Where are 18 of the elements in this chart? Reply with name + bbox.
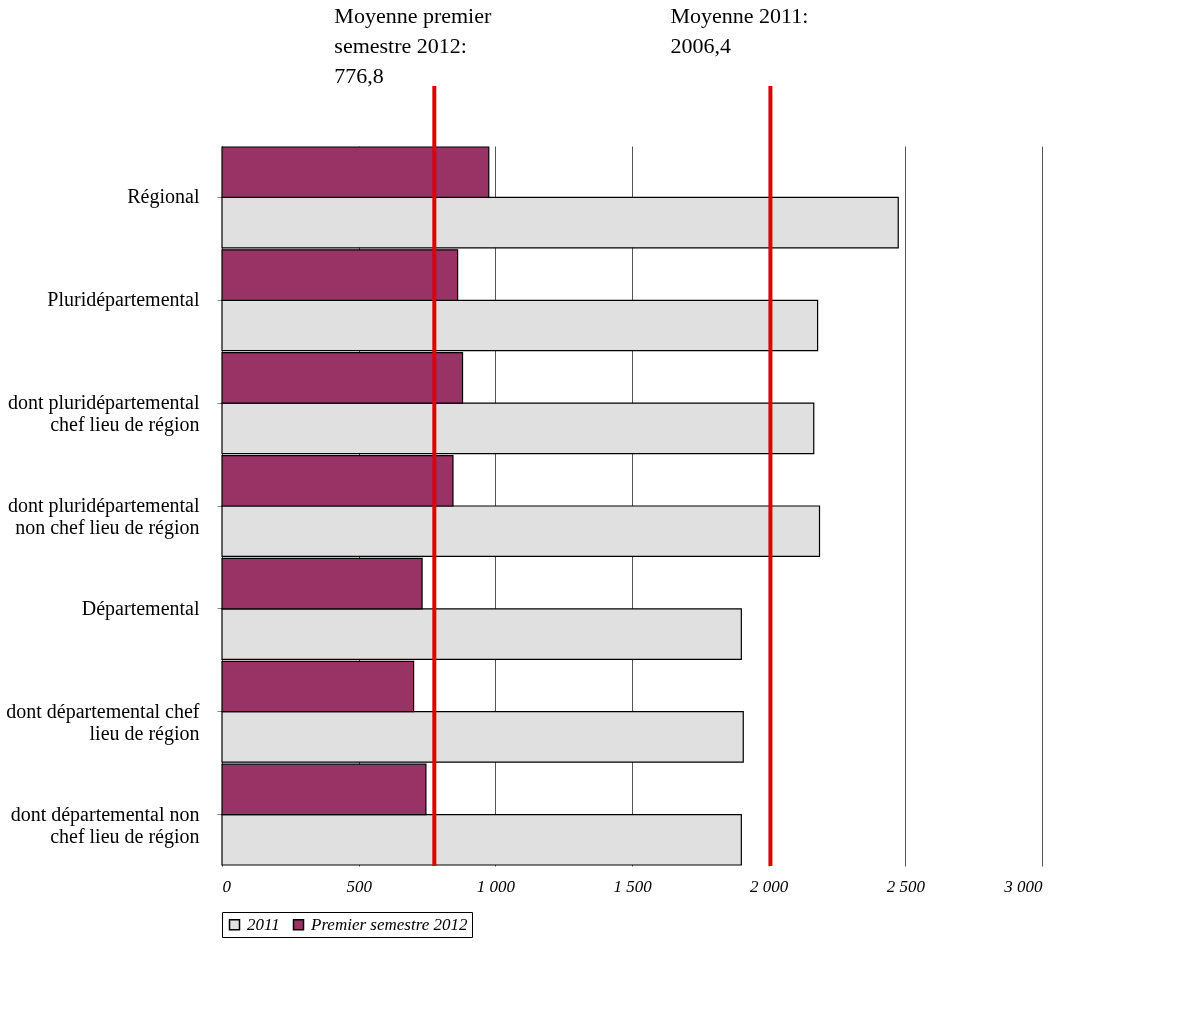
legend-label: Premier semestre 2012 — [310, 914, 468, 934]
y-tick-label: Régional — [127, 185, 200, 209]
x-tick-label: 1 000 — [476, 876, 516, 896]
ref-line-label: Moyenne premier semestre 2012: 776,8 — [334, 3, 492, 88]
y-tick-label: Départemental — [81, 596, 200, 620]
ref-line-label: Moyenne 2011: 2006,4 — [670, 3, 809, 58]
x-tick-label: 0 — [222, 876, 232, 896]
x-tick-label: 1 500 — [613, 876, 653, 896]
legend-label: 2011 — [247, 914, 280, 934]
x-tick-label: 2 500 — [886, 876, 926, 896]
y-tick-label: dont pluridépartemental chef lieu de région — [7, 391, 200, 437]
x-tick-label: 2 000 — [750, 876, 789, 896]
y-tick-label: Pluridépartemental — [47, 288, 200, 312]
y-tick-label: dont départemental non chef lieu de région — [10, 802, 200, 848]
y-tick-label: dont départemental chef lieu de région — [6, 699, 200, 745]
x-tick-label: 500 — [346, 876, 373, 896]
x-tick-label: 3 000 — [1003, 876, 1043, 896]
y-tick-label: dont pluridépartemental non chef lieu de région — [7, 494, 200, 539]
